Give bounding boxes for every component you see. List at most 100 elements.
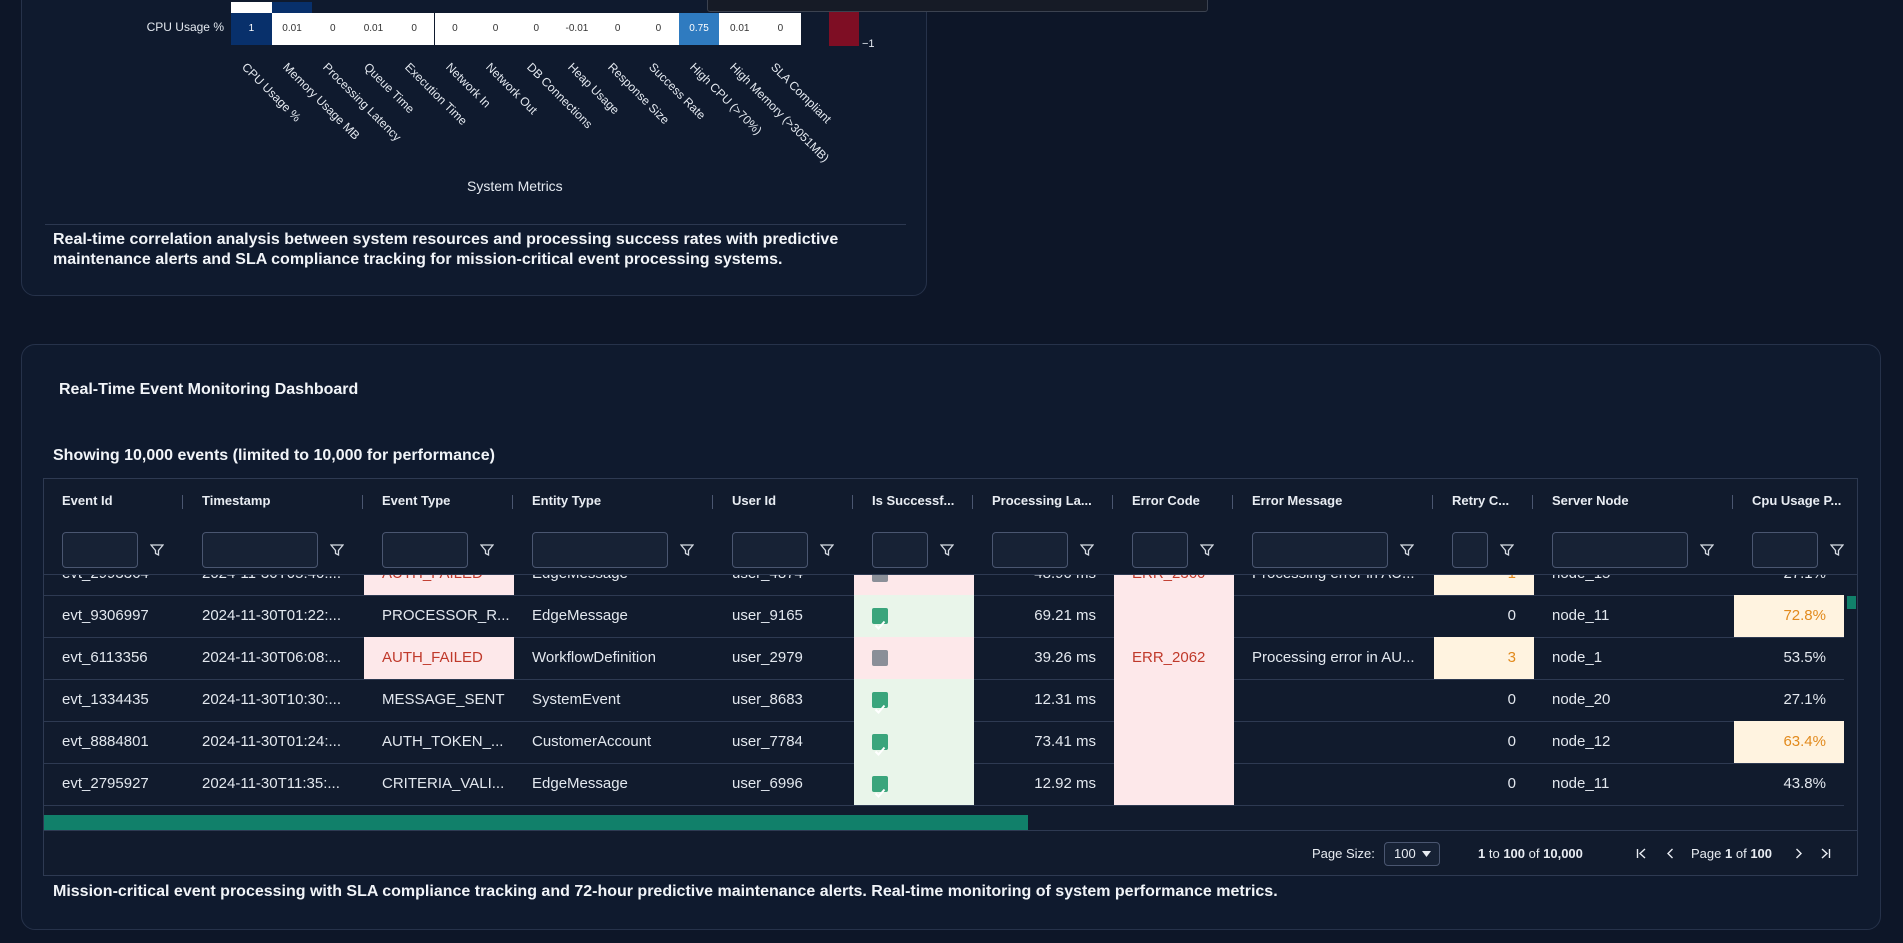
dashboard-title: Real-Time Event Monitoring Dashboard [59,381,359,398]
filter-icon[interactable] [330,543,344,557]
filter-input-event-type[interactable] [382,532,468,568]
cell-processing-latency: 73.41 ms [1034,733,1096,750]
filter-icon[interactable] [1500,543,1514,557]
col-resize-handle[interactable] [1112,495,1113,509]
filter-input-server-node[interactable] [1552,532,1688,568]
heatmap-cell[interactable]: 0.01 [271,13,313,45]
col-header-error-code[interactable]: Error Code [1132,493,1200,508]
filter-icon[interactable] [680,543,694,557]
cell-timestamp: 2024-11-30T06:08:... [202,649,341,666]
filter-icon[interactable] [1080,543,1094,557]
filter-input-processing-latency[interactable] [992,532,1068,568]
cell-retry-count: 0 [1507,775,1516,792]
col-resize-handle[interactable] [1532,495,1533,509]
chart-tooltip [707,0,1208,12]
filter-icon[interactable] [480,543,494,557]
heatmap-cell[interactable]: 0 [434,13,476,45]
table-row[interactable]: evt_9306997 2024-11-30T01:22:... PROCESSOR… [44,595,1844,638]
filter-icon[interactable] [820,543,834,557]
heatmap-cell[interactable]: 0 [515,13,557,45]
cell-server-node: node_12 [1552,733,1611,750]
heatmap-cell[interactable]: 1 [231,13,272,45]
cell-error-code [1114,721,1234,763]
table-row[interactable]: evt_29933642024-11-30T05:40:...AUTH_FAIL… [44,575,1844,596]
table-row[interactable]: evt_2795927 2024-11-30T11:35:... CRITERIA_… [44,763,1844,806]
col-resize-handle[interactable] [182,495,183,509]
col-resize-handle[interactable] [512,495,513,509]
cell-error-message [1234,679,1434,721]
cell-event-type: CRITERIA_VALI... [382,775,505,792]
col-header-server-node[interactable]: Server Node [1552,493,1629,508]
filter-input-user-id[interactable] [732,532,808,568]
col-header-cpu-usage[interactable]: Cpu Usage P... [1752,493,1842,508]
heatmap-cell[interactable]: 0 [393,13,435,45]
filter-icon[interactable] [1400,543,1414,557]
filter-input-entity-type[interactable] [532,532,668,568]
filter-input-error-message[interactable] [1252,532,1388,568]
cell-error-message [1234,763,1434,805]
chevron-down-icon [1422,851,1431,857]
page-size-select[interactable]: 100 [1384,842,1440,866]
col-header-user-id[interactable]: User Id [732,493,777,508]
filter-input-timestamp[interactable] [202,532,318,568]
col-resize-handle[interactable] [1432,495,1433,509]
table-row[interactable]: evt_6113356 2024-11-30T06:08:... AUTH_FAIL… [44,637,1844,680]
filter-input-error-code[interactable] [1132,532,1188,568]
table-row[interactable]: evt_1334435 2024-11-30T10:30:... MESSAGE_S… [44,679,1844,722]
filter-icon[interactable] [1200,543,1214,557]
col-resize-handle[interactable] [362,495,363,509]
col-resize-handle[interactable] [1232,495,1233,509]
heatmap-cell[interactable]: 0 [597,13,638,45]
heatmap-cell[interactable]: -0.01 [556,13,598,45]
horizontal-scrollbar-thumb[interactable] [44,815,1028,830]
cell-error-message: Processing error in AU... [1252,649,1415,666]
filter-icon[interactable] [1700,543,1714,557]
col-resize-handle[interactable] [852,495,853,509]
page-of-word: of [1735,846,1747,861]
table-row[interactable]: evt_8884801 2024-11-30T01:24:... AUTH_TOKE… [44,721,1844,764]
heatmap-cell[interactable]: 0.75 [678,13,720,45]
col-header-processing-latency[interactable]: Processing La... [992,493,1092,508]
filter-input-retry-count[interactable] [1452,532,1488,568]
vertical-scrollbar-thumb[interactable] [1847,596,1856,609]
first-page-icon[interactable] [1636,848,1647,859]
heatmap-cell[interactable]: 0.01 [719,13,761,45]
filter-input-is-successful[interactable] [872,532,928,568]
cell-cpu-usage: 72.8% [1734,595,1844,637]
col-header-entity-type[interactable]: Entity Type [532,493,602,508]
correlation-card [21,0,927,296]
cell-event-id: evt_9306997 [62,607,149,624]
cell-event-id: evt_2795927 [62,775,149,792]
heatmap-cell[interactable]: 0.01 [353,13,394,45]
cell-retry-count: 0 [1507,733,1516,750]
heatmap-cell[interactable]: 0 [638,13,679,45]
heatmap-cell[interactable]: 0 [475,13,516,45]
col-resize-handle[interactable] [712,495,713,509]
col-header-event-id[interactable]: Event Id [62,493,113,508]
heatmap-cell[interactable]: 0 [760,13,801,45]
cell-cpu-usage: 27.1% [1783,691,1826,708]
heatmap-cell[interactable]: 0 [312,13,354,45]
previous-page-icon[interactable] [1665,848,1676,859]
cell-user-id: user_8683 [732,691,803,708]
col-header-timestamp[interactable]: Timestamp [202,493,271,508]
cell-processing-latency: 39.26 ms [1034,649,1096,666]
col-header-is-successful[interactable]: Is Successf... [872,493,955,508]
col-resize-handle[interactable] [1732,495,1733,509]
col-header-event-type[interactable]: Event Type [382,493,451,508]
last-page-icon[interactable] [1820,848,1831,859]
heatmap-partial-row [271,2,313,13]
filter-icon[interactable] [940,543,954,557]
cell-server-node: node_15 [1534,575,1734,595]
filter-icon[interactable] [150,543,164,557]
filter-icon[interactable] [1830,543,1844,557]
next-page-icon[interactable] [1793,848,1804,859]
cell-timestamp: 2024-11-30T05:40:... [184,575,364,595]
col-resize-handle[interactable] [972,495,973,509]
col-header-retry-count[interactable]: Retry C... [1452,493,1510,508]
filter-input-event-id[interactable] [62,532,138,568]
cell-timestamp: 2024-11-30T01:22:... [202,607,341,624]
filter-input-cpu-usage[interactable] [1752,532,1818,568]
col-header-error-message[interactable]: Error Message [1252,493,1343,508]
range-to-word: to [1488,846,1500,861]
